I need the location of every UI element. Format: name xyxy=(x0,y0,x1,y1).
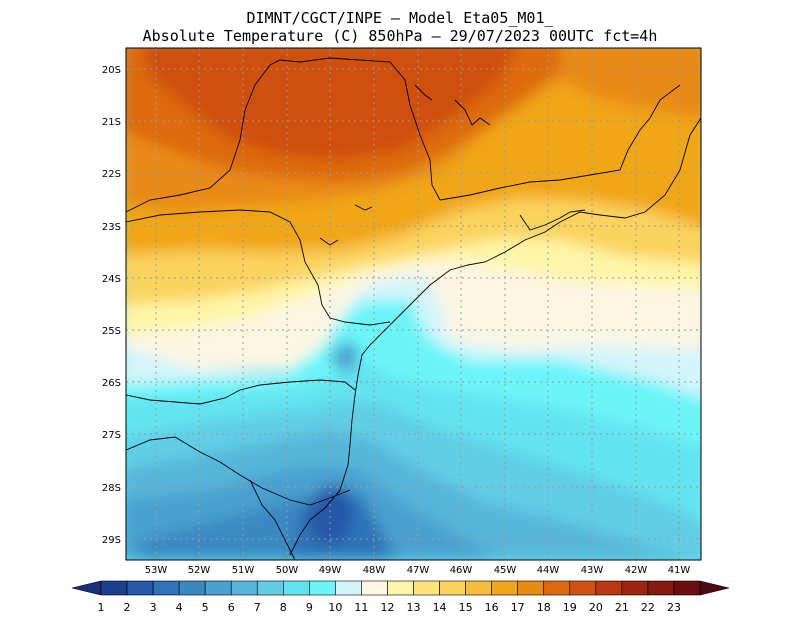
lat-label: 29S xyxy=(102,535,121,546)
lon-label: 44W xyxy=(537,565,560,576)
colorbar-label: 6 xyxy=(228,601,235,614)
colorbar-swatch xyxy=(230,580,258,596)
colorbar-label: 7 xyxy=(254,601,261,614)
colorbar-label: 9 xyxy=(306,601,313,614)
border-sp-pr xyxy=(126,209,391,326)
colorbar-label: 5 xyxy=(202,601,209,614)
lat-label: 24S xyxy=(102,274,121,285)
colorbar-label: 21 xyxy=(615,601,629,614)
colorbar-label: 14 xyxy=(433,601,447,614)
colorbar-swatch xyxy=(413,580,440,596)
colorbar-label: 20 xyxy=(589,601,603,614)
colorbar-swatch xyxy=(465,580,492,596)
boundaries xyxy=(126,57,701,560)
lon-label: 51W xyxy=(232,565,255,576)
colorbar-label: 2 xyxy=(124,601,131,614)
colorbar-label: 1 xyxy=(98,601,105,614)
colorbar-swatch xyxy=(673,580,701,596)
colorbar-label: 22 xyxy=(641,601,655,614)
lon-label: 53W xyxy=(145,565,168,576)
colorbar-swatch xyxy=(256,580,284,596)
lat-label: 23S xyxy=(102,222,121,233)
colorbar-label: 17 xyxy=(511,601,525,614)
lat-label: 28S xyxy=(102,483,121,494)
lon-label: 48W xyxy=(363,565,386,576)
colorbar-label: 8 xyxy=(280,601,287,614)
title-line-1: DIMNT/CGCT/INPE — Model Eta05_M01_ xyxy=(246,9,554,27)
colorbar-swatch xyxy=(282,580,310,596)
lon-label: 45W xyxy=(494,565,517,576)
lon-label: 49W xyxy=(319,565,342,576)
colorbar-swatch xyxy=(621,580,649,596)
colorbar-label: 12 xyxy=(380,601,394,614)
lon-label: 50W xyxy=(276,565,299,576)
lon-label: 41W xyxy=(668,565,691,576)
colorbar-swatch xyxy=(439,580,466,596)
border-north xyxy=(126,57,441,213)
border-rs-west xyxy=(249,479,296,560)
lon-label: 52W xyxy=(188,565,211,576)
colorbar-label: 13 xyxy=(407,601,421,614)
colorbar-swatch xyxy=(595,580,623,596)
colorbar-swatch xyxy=(126,580,154,596)
colorbar-label: 16 xyxy=(485,601,499,614)
lat-label: 25S xyxy=(102,326,121,337)
colorbar-swatch xyxy=(491,580,518,596)
temperature-field xyxy=(126,48,701,560)
colorbar-swatch xyxy=(569,580,597,596)
colorbar-swatch xyxy=(361,580,388,596)
colorbar-swatch xyxy=(152,580,180,596)
colorbar-swatch xyxy=(204,580,232,596)
colorbar-swatch xyxy=(647,580,675,596)
map-frame xyxy=(125,47,702,561)
lon-label: 43W xyxy=(581,565,604,576)
border-pr-sc xyxy=(126,379,356,405)
colorbar: 1 2 3 4 5 6 7 8 9 10 11 12 13 14 15 16 17 18 19 20 21 22 23 xyxy=(71,580,730,614)
colorbar-label: 11 xyxy=(354,601,368,614)
lat-label: 21S xyxy=(102,117,121,128)
coastline xyxy=(289,117,701,556)
colorbar-label: 23 xyxy=(667,601,681,614)
colorbar-label: 18 xyxy=(537,601,551,614)
lat-label: 20S xyxy=(102,65,121,76)
colorbar-label: 19 xyxy=(563,601,577,614)
colorbar-swatch xyxy=(543,580,571,596)
lakes xyxy=(319,84,586,246)
colorbar-left-arrow xyxy=(71,580,102,596)
latitude-labels: 20S 21S 22S 23S 24S 25S 26S 27S 28S 29S xyxy=(102,65,121,546)
colorbar-label: 15 xyxy=(459,601,473,614)
colorbar-swatch xyxy=(335,580,362,596)
colorbar-swatch xyxy=(517,580,545,596)
lat-label: 27S xyxy=(102,430,121,441)
title-line-2: Absolute Temperature (C) 850hPa — 29/07/… xyxy=(142,27,658,45)
lat-label: 26S xyxy=(102,378,121,389)
lat-label: 22S xyxy=(102,169,121,180)
colorbar-label: 3 xyxy=(150,601,157,614)
colorbar-swatch xyxy=(387,580,414,596)
colorbar-swatch xyxy=(178,580,206,596)
lon-label: 46W xyxy=(450,565,473,576)
border-mg-rj xyxy=(439,84,681,201)
colorbar-swatch xyxy=(100,580,128,596)
graticule xyxy=(126,48,701,560)
lon-label: 42W xyxy=(625,565,648,576)
colorbar-swatch xyxy=(309,580,336,596)
colorbar-label: 10 xyxy=(328,601,342,614)
longitude-labels: 53W 52W 51W 50W 49W 48W 47W 46W 45W 44W … xyxy=(145,565,691,576)
border-sc-rs xyxy=(126,436,351,506)
colorbar-label: 4 xyxy=(176,601,183,614)
lon-label: 47W xyxy=(407,565,430,576)
colorbar-right-arrow xyxy=(699,580,730,596)
